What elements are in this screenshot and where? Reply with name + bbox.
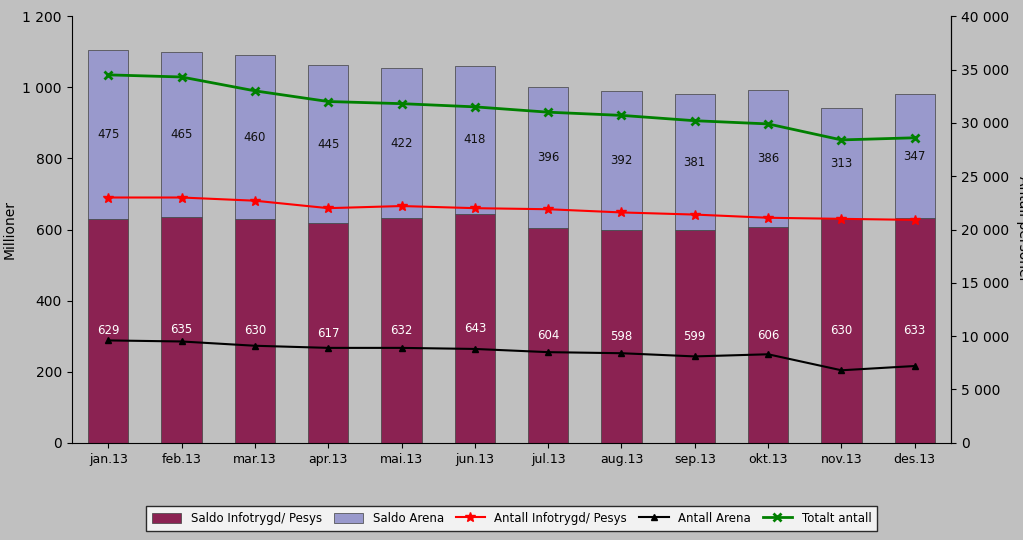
Text: 635: 635: [171, 323, 192, 336]
Bar: [454, 214, 495, 443]
Bar: [894, 218, 935, 443]
Text: 418: 418: [463, 133, 486, 146]
Text: 465: 465: [171, 128, 192, 141]
Text: 630: 630: [243, 325, 266, 338]
Text: 643: 643: [463, 322, 486, 335]
Text: 617: 617: [317, 327, 340, 340]
Bar: [821, 219, 861, 443]
Text: 599: 599: [683, 330, 706, 343]
Bar: [162, 52, 202, 217]
Bar: [894, 94, 935, 218]
Bar: [602, 230, 641, 443]
Text: 396: 396: [537, 151, 560, 164]
Y-axis label: Millioner: Millioner: [3, 200, 16, 259]
Text: 598: 598: [611, 330, 632, 343]
Bar: [674, 230, 715, 443]
Text: 632: 632: [391, 324, 412, 337]
Bar: [88, 219, 129, 443]
Text: 460: 460: [243, 131, 266, 144]
Text: 445: 445: [317, 138, 340, 151]
Bar: [308, 224, 349, 443]
Text: 630: 630: [831, 325, 852, 338]
Bar: [602, 91, 641, 230]
Bar: [234, 55, 275, 219]
Text: 392: 392: [611, 154, 632, 167]
Text: 347: 347: [903, 150, 926, 163]
Bar: [234, 219, 275, 443]
Text: 381: 381: [683, 156, 706, 168]
Bar: [382, 68, 421, 218]
Bar: [528, 228, 569, 443]
Bar: [162, 217, 202, 443]
Bar: [748, 227, 789, 443]
Text: 475: 475: [97, 129, 120, 141]
Bar: [382, 218, 421, 443]
Text: 313: 313: [831, 157, 852, 170]
Bar: [88, 50, 129, 219]
Bar: [454, 66, 495, 214]
Y-axis label: Antall personer: Antall personer: [1016, 177, 1023, 282]
Text: 606: 606: [757, 328, 780, 342]
Bar: [748, 90, 789, 227]
Text: 386: 386: [757, 152, 780, 165]
Bar: [821, 107, 861, 219]
Legend: Saldo Infotrygd/ Pesys, Saldo Arena, Antall Infotrygd/ Pesys, Antall Arena, Tota: Saldo Infotrygd/ Pesys, Saldo Arena, Ant…: [146, 506, 877, 531]
Text: 633: 633: [903, 324, 926, 337]
Text: 629: 629: [97, 325, 120, 338]
Text: 422: 422: [391, 137, 412, 150]
Text: 604: 604: [537, 329, 560, 342]
Bar: [674, 94, 715, 230]
Bar: [308, 65, 349, 224]
Bar: [528, 87, 569, 228]
